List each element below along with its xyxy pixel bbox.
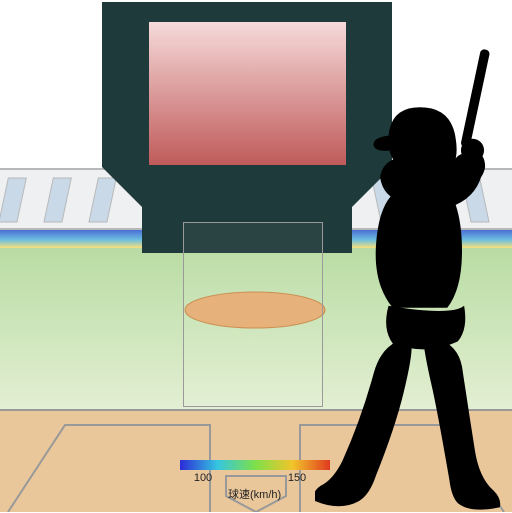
speed-legend-bar — [180, 460, 330, 470]
legend-tick-100: 100 — [194, 472, 212, 484]
strike-zone — [183, 222, 323, 407]
batter-silhouette — [315, 48, 512, 513]
legend-label: 球速(km/h) — [228, 486, 281, 502]
pitch-chart-stage: 100 150 球速(km/h) — [0, 0, 512, 512]
legend-tick-150: 150 — [288, 472, 306, 484]
